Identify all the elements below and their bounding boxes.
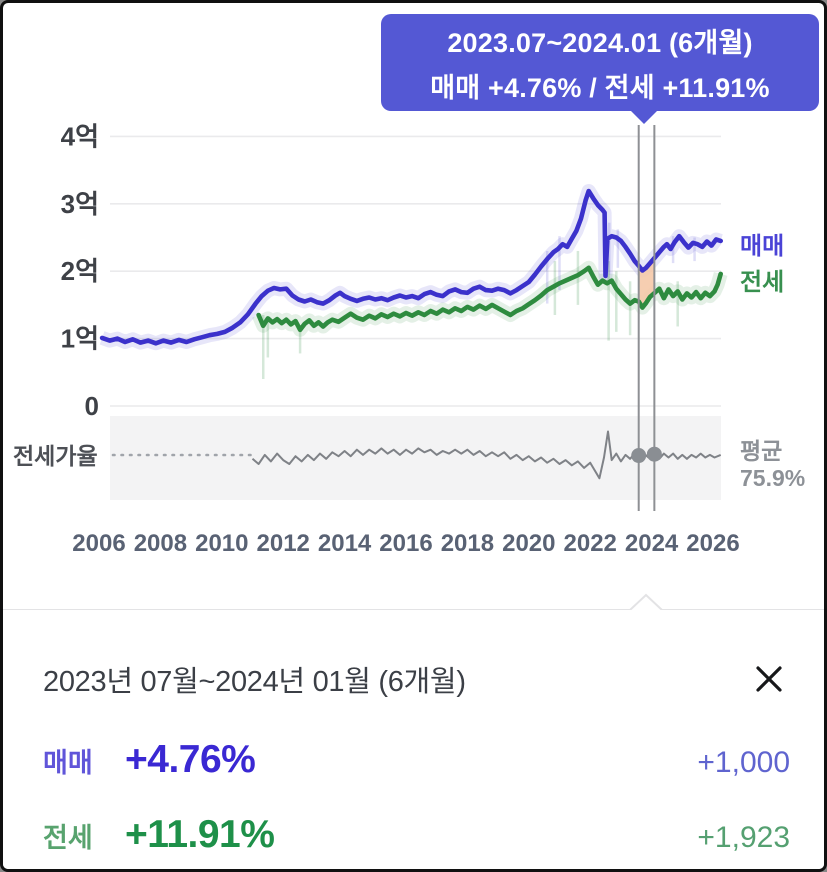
x-axis-tick-label: 2008 <box>134 530 187 557</box>
panel-divider-notch <box>3 593 824 611</box>
y-axis-tick-label: 2억 <box>61 256 99 286</box>
selected-date-range: 2023년 07월~2024년 01월 (6개월) <box>43 666 466 698</box>
x-axis-tick-label: 2018 <box>441 530 494 557</box>
close-button[interactable] <box>748 658 790 700</box>
x-axis-tick-label: 2016 <box>379 530 432 557</box>
ratio-selection-dot <box>631 448 647 464</box>
jeonse-price-line <box>256 265 724 333</box>
selection-detail-panel: 2023년 07월~2024년 01월 (6개월) 매매 +4.76% +1,0… <box>3 610 824 869</box>
x-axis-tick-label: 2010 <box>195 530 248 557</box>
ratio-average-value: 75.9% <box>740 465 805 491</box>
sale-change-pct: +4.76% <box>125 738 256 781</box>
legend-sale-label: 매매 <box>740 233 784 260</box>
tooltip-summary: 매매 +4.76% / 전세 +11.91% <box>430 72 770 103</box>
x-axis-tick-label: 2024 <box>625 530 679 557</box>
close-icon <box>756 666 782 692</box>
tooltip-period: 2023.07~2024.01 (6개월) <box>447 27 753 58</box>
ratio-selection-dot <box>646 446 662 462</box>
price-history-chart[interactable]: 4억 3억 2억 1억 0 2006 2008 2010 2012 2014 2016 2018 202… <box>3 3 827 613</box>
ratio-axis-label: 전세가율 <box>13 443 98 469</box>
sale-price-row: 매매 +4.76% +1,000 <box>43 738 790 782</box>
jeonse-price-row: 전세 +11.91% +1,923 <box>43 813 790 857</box>
x-axis-tick-label: 2006 <box>72 530 125 557</box>
ratio-average-label: 평균 <box>740 438 782 464</box>
jeonse-change-pct: +11.91% <box>125 813 275 856</box>
sale-change-amount: +1,000 <box>697 746 790 779</box>
y-axis-tick-label: 4억 <box>61 121 99 151</box>
x-axis-tick-label: 2020 <box>502 530 555 557</box>
sale-price-line <box>99 188 724 346</box>
y-axis-tick-label: 0 <box>85 391 99 421</box>
y-axis-tick-label: 3억 <box>61 189 99 219</box>
x-axis-tick-label: 2012 <box>257 530 310 557</box>
jeonse-label: 전세 <box>43 823 93 853</box>
x-axis-tick-label: 2022 <box>564 530 617 557</box>
range-tooltip: 2023.07~2024.01 (6개월) 매매 +4.76% / 전세 +11… <box>381 14 819 124</box>
x-axis-tick-label: 2014 <box>318 530 372 557</box>
jeonse-change-amount: +1,923 <box>697 821 790 854</box>
x-axis-tick-label: 2026 <box>686 530 739 557</box>
y-axis-tick-label: 1억 <box>61 324 99 354</box>
legend-jeonse-label: 전세 <box>740 269 784 296</box>
sale-label: 매매 <box>43 748 93 778</box>
